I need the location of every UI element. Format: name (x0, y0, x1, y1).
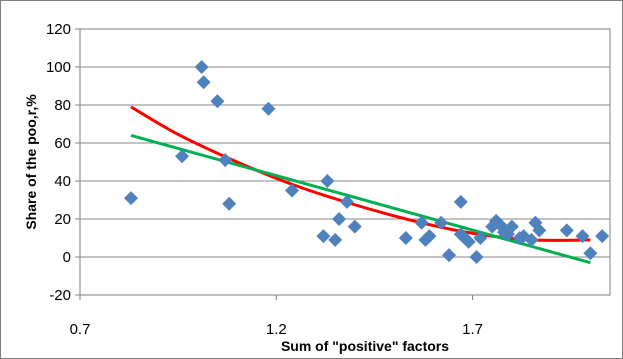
x-tick-label: 1.7 (462, 321, 483, 338)
data-point (469, 250, 484, 264)
data-point (332, 212, 347, 226)
data-point (398, 231, 413, 245)
data-point (347, 219, 362, 234)
linear-trendline (130, 133, 591, 265)
x-tick-label: 1.2 (266, 321, 287, 338)
data-point (196, 75, 211, 90)
data-point (442, 248, 457, 263)
x-tick-label: 0.7 (70, 321, 91, 338)
data-point (473, 231, 488, 245)
y-tick-label: 0 (63, 249, 71, 266)
plot-area (79, 28, 611, 296)
data-point (320, 174, 335, 188)
data-point (595, 229, 610, 244)
data-point (175, 149, 190, 164)
trendlines (130, 105, 591, 265)
data-point (339, 194, 354, 209)
data-point (532, 223, 547, 238)
data-point (222, 196, 237, 211)
y-tick-label: 100 (46, 59, 71, 76)
data-point (124, 191, 139, 206)
x-tick-labels: 0.7 1.2 1.7 (70, 321, 483, 338)
y-tick-label: 120 (46, 21, 71, 38)
data-point (328, 232, 343, 247)
data-point (194, 60, 209, 74)
data-point (504, 219, 519, 234)
y-tick-label: 40 (54, 173, 71, 190)
data-point (285, 183, 299, 198)
data-point (453, 194, 468, 209)
y-tick-label: -20 (49, 287, 71, 304)
data-point (559, 223, 574, 238)
data-point (422, 229, 437, 244)
y-tick-labels: -20 0 20 40 60 80 100 120 (46, 21, 71, 304)
x-axis-title: Sum of "positive" factors (281, 338, 449, 354)
y-tick-label: 80 (54, 97, 71, 114)
data-point (524, 232, 539, 247)
gridlines (75, 28, 610, 300)
data-point (218, 153, 233, 168)
data-points (124, 60, 610, 264)
y-tick-label: 20 (54, 211, 71, 228)
data-point (316, 229, 331, 244)
data-point (461, 234, 476, 249)
y-axis-title: Share of the poo,r,% (23, 94, 39, 230)
data-point (583, 246, 598, 261)
data-point (210, 94, 225, 109)
data-point (414, 215, 429, 230)
data-point (261, 101, 276, 116)
data-point (434, 215, 449, 230)
y-tick-label: 60 (54, 135, 71, 152)
polynomial-trendline (130, 105, 591, 242)
data-point (575, 229, 590, 244)
